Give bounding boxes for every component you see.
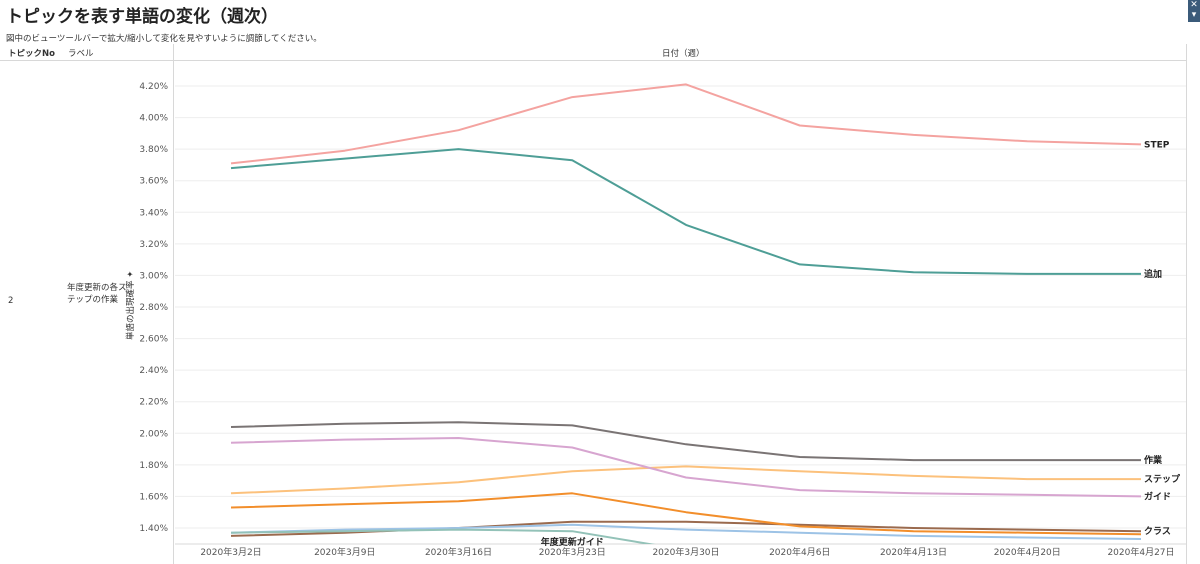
x-tick-label: 2020年3月30日 (652, 546, 719, 558)
topic-number: 2 (8, 296, 14, 306)
pane-divider (173, 44, 174, 564)
series-line[interactable] (230, 528, 686, 551)
x-tick-label: 2020年3月2日 (200, 546, 261, 558)
y-tick-label: 4.20% (139, 82, 168, 92)
series-line[interactable] (230, 148, 1141, 275)
y-tick-label: 2.80% (139, 303, 168, 313)
column-header-label[interactable]: ラベル (68, 49, 94, 59)
series-end-label: ガイド (1144, 490, 1171, 502)
pane-divider-right (1186, 44, 1187, 564)
x-tick-label: 2020年4月6日 (769, 546, 830, 558)
series-line[interactable] (230, 437, 1142, 498)
series-end-label: STEP (1144, 140, 1170, 150)
series-line[interactable] (230, 83, 1142, 165)
y-tick-label: 2.00% (139, 429, 168, 439)
series-end-label: ステップ (1144, 473, 1181, 485)
x-tick-label: 2020年3月23日 (539, 546, 606, 558)
series-line[interactable] (230, 465, 1141, 495)
x-tick-label: 2020年4月13日 (880, 546, 947, 558)
y-tick-label: 2.20% (139, 398, 168, 408)
x-tick-label: 2020年3月16日 (425, 546, 492, 558)
x-tick-label: 2020年3月9日 (314, 546, 375, 558)
y-tick-label: 3.80% (139, 145, 168, 155)
y-tick-label: 3.60% (139, 177, 168, 187)
series-end-label: 作業 (1144, 454, 1163, 466)
column-header-date[interactable]: 日付（週） (662, 49, 705, 59)
y-tick-label: 4.00% (139, 114, 168, 124)
y-tick-label: 1.60% (139, 492, 168, 502)
y-tick-label: 2.40% (139, 366, 168, 376)
series-end-label: 追加 (1144, 268, 1162, 280)
table-header-row: トピックNo ラベル 日付（週） (0, 44, 1186, 61)
x-tick-label: 2020年4月27日 (1107, 546, 1174, 558)
series-line[interactable] (230, 492, 1142, 536)
page-title: トピックを表す単語の変化（週次） (6, 7, 278, 27)
page-subtitle: 図中のビューツールバーで拡大/縮小して変化を見やすいように調節してください。 (6, 34, 322, 44)
y-tick-label: 1.80% (139, 461, 168, 471)
y-tick-label: 1.40% (139, 524, 168, 534)
x-tick-label: 2020年4月20日 (994, 546, 1061, 558)
series-line[interactable] (230, 523, 1142, 540)
series-end-label: 年度更新ガイド (541, 536, 604, 548)
column-header-topic-no[interactable]: トピックNo (8, 49, 55, 59)
series-end-label: クラス (1144, 526, 1171, 537)
series-line[interactable] (230, 421, 1141, 462)
y-tick-label: 3.40% (139, 208, 168, 218)
y-tick-label: 3.00% (139, 271, 168, 281)
y-tick-label: 2.60% (139, 335, 168, 345)
y-tick-label: 3.20% (139, 240, 168, 250)
scroll-arrows-icon[interactable]: ✕ ▾ (1188, 0, 1200, 22)
topic-label: 年度更新の各ステップの作業 (67, 283, 127, 305)
